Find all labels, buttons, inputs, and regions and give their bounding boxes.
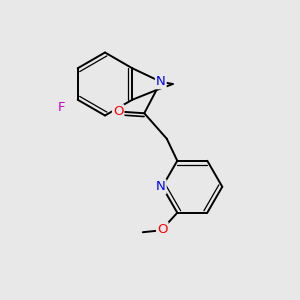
Text: F: F bbox=[57, 101, 65, 114]
Text: O: O bbox=[157, 223, 167, 236]
Text: N: N bbox=[156, 180, 166, 193]
Text: N: N bbox=[156, 75, 166, 88]
Text: O: O bbox=[113, 105, 123, 118]
